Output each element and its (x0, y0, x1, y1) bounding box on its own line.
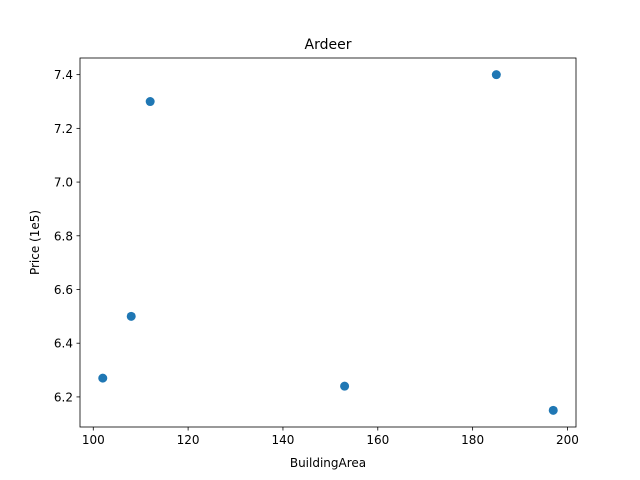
y-tick-label: 6.4 (54, 337, 73, 351)
y-axis: 6.2 6.4 6.6 6.8 7.0 7.2 7.4 (54, 68, 80, 404)
x-tick-label: 120 (177, 433, 200, 447)
y-tick-label: 7.2 (54, 122, 73, 136)
data-points (98, 70, 558, 415)
data-point (548, 405, 558, 415)
x-tick-label: 100 (82, 433, 105, 447)
data-point (145, 97, 155, 107)
x-tick-label: 200 (556, 433, 579, 447)
y-tick-label: 7.4 (54, 68, 73, 82)
y-tick-label: 6.8 (54, 229, 73, 243)
chart-title: Ardeer (305, 37, 352, 53)
y-tick-label: 6.6 (54, 283, 73, 297)
x-tick-label: 160 (366, 433, 389, 447)
x-tick-label: 140 (271, 433, 294, 447)
x-axis: 100 120 140 160 180 200 (82, 427, 579, 447)
y-axis-label: Price (1e5) (28, 210, 42, 275)
y-tick-label: 7.0 (54, 176, 73, 190)
x-axis-label: BuildingArea (290, 456, 366, 470)
plot-area-frame (79, 57, 577, 428)
x-tick-label: 180 (461, 433, 484, 447)
data-point (491, 70, 501, 80)
data-point (126, 311, 136, 321)
y-tick-label: 6.2 (54, 390, 73, 404)
data-point (340, 381, 350, 391)
data-point (98, 373, 108, 383)
